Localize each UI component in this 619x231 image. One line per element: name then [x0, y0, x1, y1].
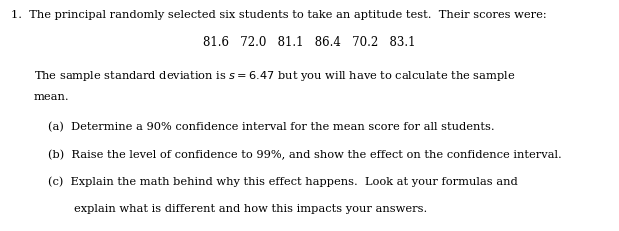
Text: The sample standard deviation is $s = 6.47$ but you will have to calculate the s: The sample standard deviation is $s = 6.…	[34, 69, 516, 83]
Text: 81.6   72.0   81.1   86.4   70.2   83.1: 81.6 72.0 81.1 86.4 70.2 83.1	[203, 36, 416, 49]
Text: explain what is different and how this impacts your answers.: explain what is different and how this i…	[74, 204, 428, 214]
Text: (c)  Explain the math behind why this effect happens.  Look at your formulas and: (c) Explain the math behind why this eff…	[48, 177, 518, 187]
Text: 1.  The principal randomly selected six students to take an aptitude test.  Thei: 1. The principal randomly selected six s…	[11, 10, 547, 20]
Text: (a)  Determine a 90% confidence interval for the mean score for all students.: (a) Determine a 90% confidence interval …	[48, 122, 495, 133]
Text: (b)  Raise the level of confidence to 99%, and show the effect on the confidence: (b) Raise the level of confidence to 99%…	[48, 150, 562, 160]
Text: mean.: mean.	[34, 92, 70, 102]
